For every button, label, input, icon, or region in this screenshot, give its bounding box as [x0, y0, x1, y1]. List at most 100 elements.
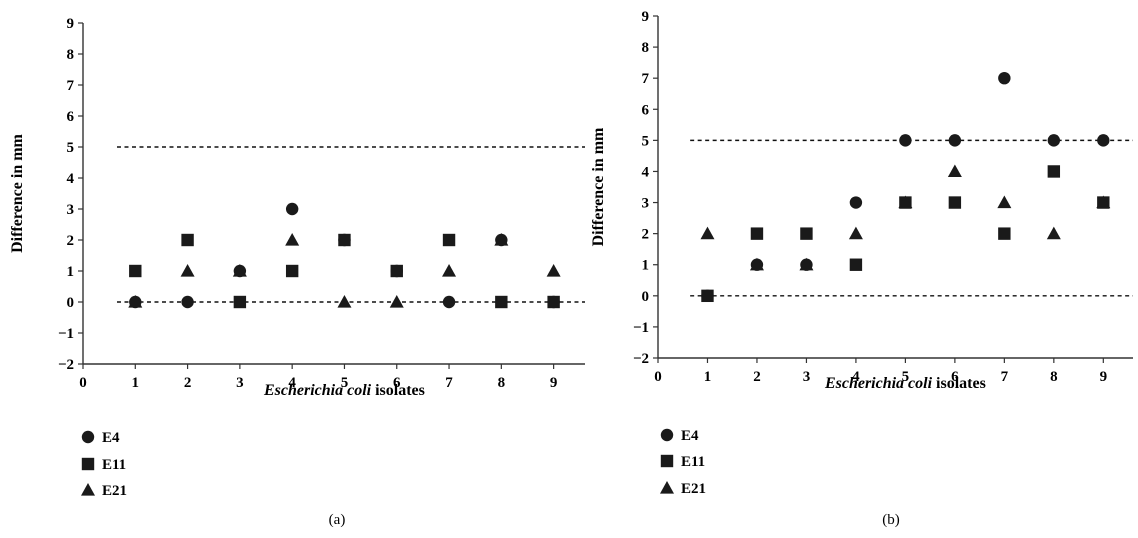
x-tick-label: 8: [1050, 369, 1058, 385]
y-tick-label: 9: [67, 16, 75, 32]
y-tick-label: 3: [642, 196, 650, 212]
data-point-e21: [700, 226, 715, 240]
panel-b-chart: −2 −1 0 1 2 3 4 5 6 7 8 9 0 1 2 3 4 5 6 7 8 9 Difference in mm…: [590, 9, 1133, 528]
data-point-e11: [181, 233, 194, 247]
x-axis-title-italic: Escherichia coli: [824, 375, 933, 392]
data-point-e4: [1047, 134, 1061, 147]
x-tick-label: 4: [852, 369, 860, 385]
data-point-e4: [849, 196, 863, 209]
data-point-e11: [800, 227, 813, 240]
legend-label-e11: E11: [102, 457, 126, 473]
data-point-e11: [948, 196, 962, 209]
data-point-e4: [1097, 134, 1110, 147]
y-tick-label: 0: [67, 295, 75, 311]
data-point-e21: [997, 195, 1012, 209]
y-tick-label: 3: [67, 202, 75, 218]
x-tick-label: 6: [951, 369, 959, 385]
data-point-e11: [390, 264, 403, 278]
legend-marker-e4: [81, 430, 95, 444]
data-point-e21: [848, 226, 863, 240]
data-point-e4: [948, 134, 962, 147]
x-tick-label: 2: [184, 375, 192, 391]
x-tick-label: 2: [753, 369, 761, 385]
panel-label: (a): [329, 512, 346, 528]
legend-label-e4: E4: [681, 428, 699, 444]
y-axis-title: Difference in mm: [590, 127, 607, 246]
x-axis-title-italic: Escherichia coli: [263, 382, 372, 399]
data-point-e11: [750, 227, 764, 240]
y-tick-label: 1: [67, 264, 75, 280]
data-point-e21: [285, 233, 300, 246]
panel-a-chart: −2 −1 0 1 2 3 4 5 6 7 8 9 0 1 2 3 4 5 6 7 8 9 Difference in mm…: [9, 16, 585, 528]
x-tick-label: 8: [498, 375, 506, 391]
y-tick-label: 2: [642, 227, 650, 243]
y-tick-label: 9: [642, 9, 650, 25]
x-tick-label: 9: [1100, 369, 1108, 385]
x-tick-label: 5: [341, 375, 349, 391]
legend-marker-e11: [660, 454, 674, 468]
data-point-e11: [338, 233, 351, 247]
data-point-e21: [128, 295, 143, 308]
x-tick-label: 3: [803, 369, 811, 385]
legend-label-e4: E4: [102, 430, 120, 446]
y-tick-label: 0: [642, 289, 650, 305]
x-axis-title: Escherichia coli isolates: [824, 375, 986, 392]
y-tick-label: 1: [642, 258, 650, 274]
data-point-e21: [799, 257, 814, 271]
x-tick-label: 4: [288, 375, 296, 391]
y-tick-label: 2: [67, 233, 75, 249]
legend-label-e21: E21: [102, 483, 127, 499]
y-tick-label: 4: [67, 171, 75, 187]
data-point-e4: [285, 202, 299, 216]
x-axis-title: Escherichia coli isolates: [263, 382, 425, 399]
panel-label: (b): [882, 512, 900, 528]
data-point-e21: [442, 264, 457, 277]
data-point-e11: [998, 227, 1011, 240]
y-axis-title: Difference in mm: [9, 133, 26, 252]
x-tick-label: 6: [393, 375, 401, 391]
data-point-e21: [546, 264, 561, 277]
y-tick-label: 6: [642, 102, 650, 118]
y-tick-label: 6: [67, 109, 75, 125]
x-axis-title-rest: isolates: [932, 375, 986, 392]
data-point-e21: [1096, 195, 1111, 209]
x-tick-label: 5: [902, 369, 910, 385]
x-tick-label: 3: [236, 375, 244, 391]
y-tick-label: 7: [642, 71, 650, 87]
x-tick-label: 0: [79, 375, 87, 391]
data-point-e4: [998, 71, 1011, 85]
x-tick-label: 1: [704, 369, 712, 385]
data-point-e21: [1046, 226, 1061, 240]
data-point-e21: [389, 295, 404, 308]
data-point-e21: [337, 295, 352, 308]
data-point-e21: [180, 264, 195, 277]
legend-marker-e21: [660, 481, 674, 494]
x-tick-label: 1: [132, 375, 140, 391]
data-point-e21: [494, 233, 509, 246]
y-tick-label: 8: [67, 47, 75, 63]
x-tick-label: 9: [550, 375, 558, 391]
data-point-e11: [547, 295, 560, 309]
data-point-e21: [749, 257, 764, 271]
y-tick-label: 7: [67, 78, 75, 94]
x-tick-label: 7: [1001, 369, 1009, 385]
x-axis-title-rest: isolates: [371, 382, 425, 399]
data-point-e4: [442, 295, 456, 309]
data-point-e4: [899, 134, 912, 147]
y-tick-label: −2: [633, 351, 649, 367]
y-tick-label: −1: [633, 320, 649, 336]
legend-marker-e11: [81, 457, 95, 471]
data-point-e11: [233, 295, 247, 309]
legend-marker-e4: [660, 428, 674, 442]
data-point-e11: [701, 289, 714, 303]
y-tick-label: −2: [58, 357, 74, 373]
x-tick-label: 0: [654, 369, 662, 385]
legend-label-e21: E21: [681, 481, 706, 497]
legend-label-e11: E11: [681, 454, 705, 470]
data-point-e11: [849, 258, 863, 271]
data-point-e4: [181, 295, 194, 309]
y-tick-label: 8: [642, 40, 650, 56]
data-point-e11: [495, 295, 508, 309]
data-point-e11: [129, 264, 142, 278]
